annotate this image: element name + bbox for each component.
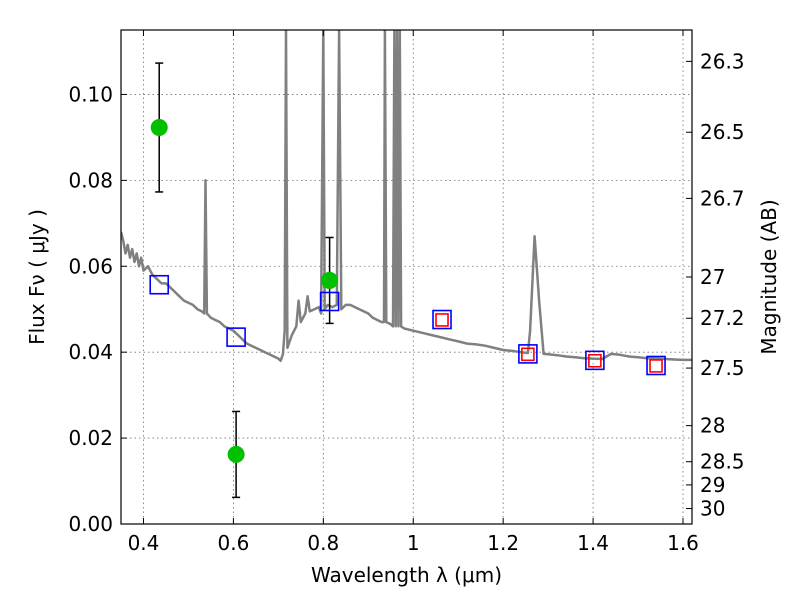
x-tick-label: 0.4 [128,531,160,555]
y-tick-label: 0.04 [68,340,113,364]
blue-square-marker [646,355,666,376]
right-tick-label: 30 [700,497,725,521]
y-tick-label: 0.06 [68,254,113,278]
right-tick-label: 26.3 [700,49,745,73]
x-tick-label: 1.2 [487,531,519,555]
observed-flux-point [321,271,339,289]
x-tick-label: 1.6 [667,531,699,555]
right-tick-label: 26.5 [700,120,745,144]
blue-square-marker [149,274,170,295]
observed-flux-point [227,445,245,463]
blue-square-marker [432,309,452,330]
y-tick-label: 0.08 [68,168,113,192]
observed-flux-point [150,119,168,137]
y-axis-label-left: Flux Fν ( μJy ) [25,209,49,345]
red-square-marker [649,359,663,373]
right-tick-label: 28.5 [700,450,745,474]
right-tick-label: 28 [700,414,725,438]
red-square-marker [521,347,535,362]
x-tick-label: 0.8 [307,531,339,555]
red-square-marker [435,313,449,327]
y-tick-label: 0.02 [68,426,113,450]
x-tick-label: 0.6 [217,531,249,555]
model-spectrum-line [121,30,692,363]
blue-square-marker [585,350,605,371]
right-tick-label: 27.5 [700,356,745,380]
right-tick-label: 29 [700,473,725,497]
y-tick-label: 0.00 [68,512,113,536]
data-layer [121,30,692,499]
tick-layer: 0.4 0.6 0.8 1 1.2 1.4 1.6 0.00 0.02 0.04 0.06 0.08 0… [68,30,745,555]
y-tick-label: 0.10 [68,82,113,106]
right-tick-label: 27 [700,265,725,289]
right-tick-label: 27.2 [700,306,745,330]
right-tick-label: 26.7 [700,186,745,210]
x-tick-label: 1 [407,531,420,555]
blue-square-marker [226,327,246,347]
x-tick-label: 1.4 [577,531,609,555]
blue-square-marker [319,291,340,312]
blue-square-marker [518,344,538,364]
y-axis-label-right: Magnitude (AB) [757,199,781,354]
x-axis-label: Wavelength λ (μm) [311,563,502,587]
red-square-marker [588,353,602,368]
